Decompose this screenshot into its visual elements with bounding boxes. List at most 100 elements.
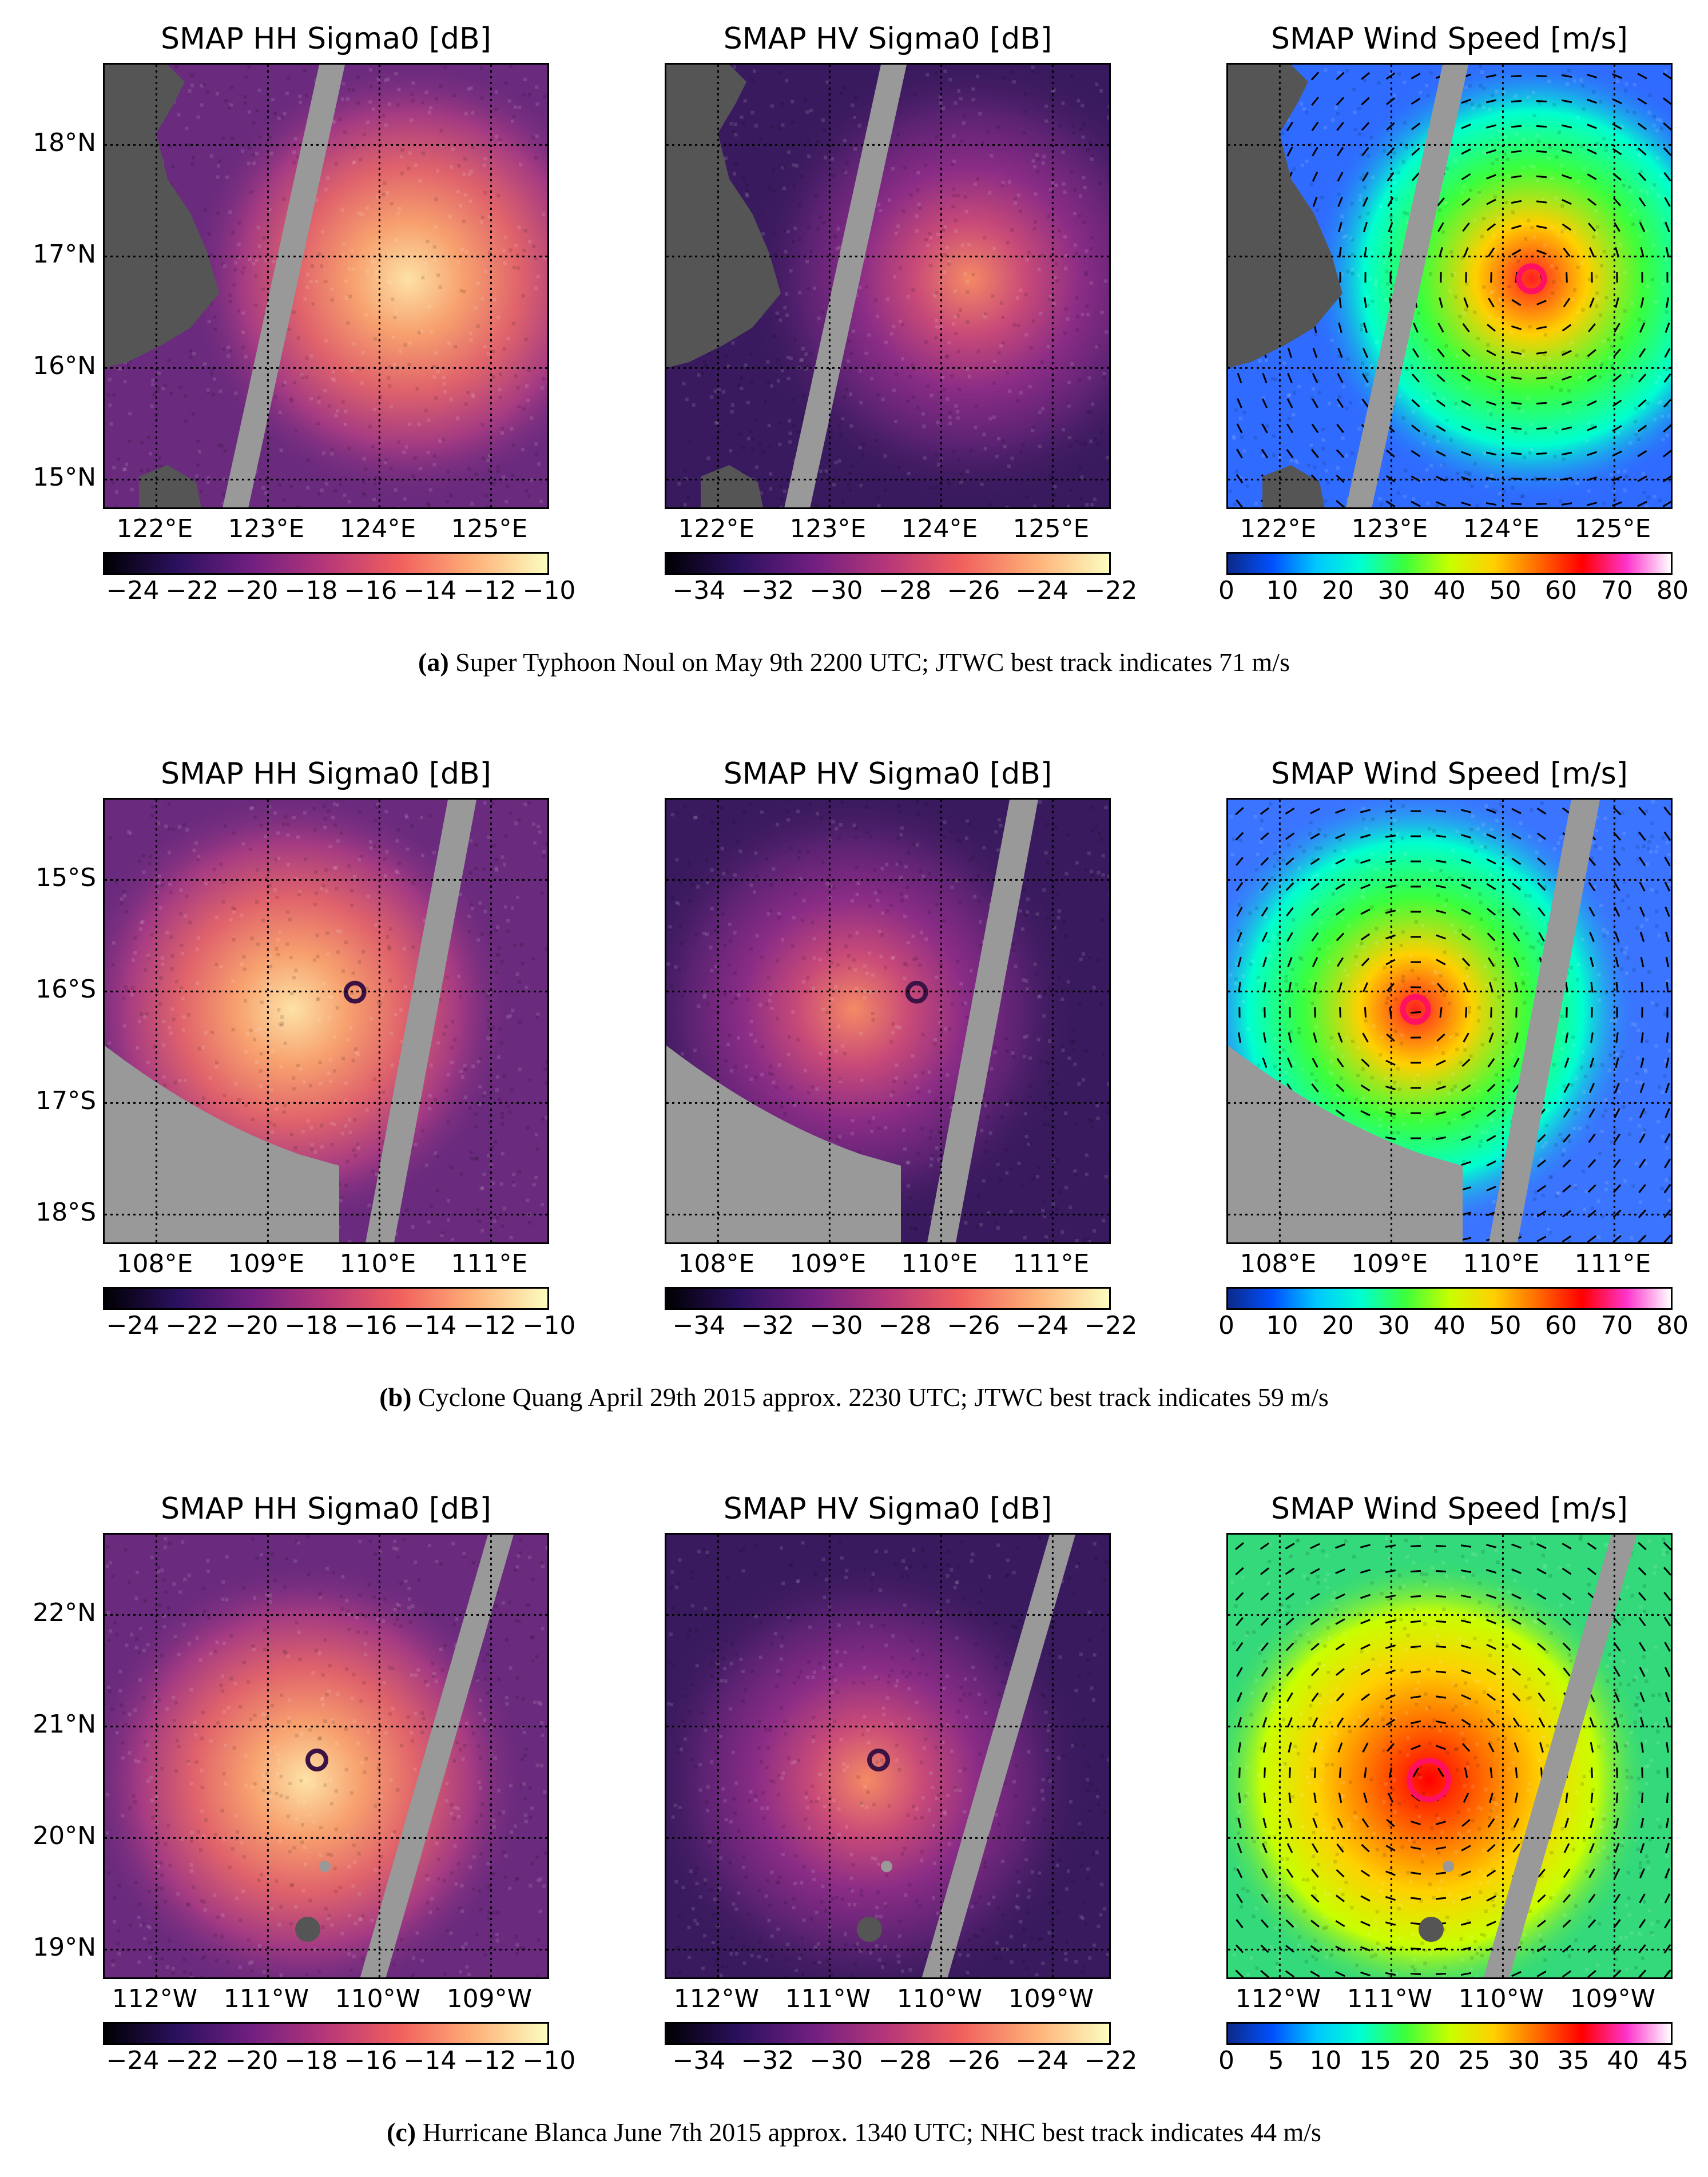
wind-vector xyxy=(1460,859,1472,864)
wind-vector xyxy=(1613,1133,1621,1143)
speckle xyxy=(1028,1095,1032,1099)
speckle xyxy=(1572,1043,1576,1047)
speckle xyxy=(919,869,923,873)
speckle xyxy=(915,956,919,960)
speckle xyxy=(374,819,378,823)
speckle xyxy=(825,80,829,84)
wind-vector xyxy=(1461,884,1471,889)
wind-vector xyxy=(1461,173,1471,181)
speckle xyxy=(1477,1144,1481,1148)
speckle xyxy=(1488,108,1492,112)
speckle xyxy=(1340,214,1344,219)
speckle xyxy=(956,313,960,317)
speckle xyxy=(268,805,272,809)
speckle xyxy=(1655,845,1659,849)
speckle xyxy=(1041,1209,1045,1213)
speckle xyxy=(1327,960,1331,964)
speckle xyxy=(410,118,414,122)
speckle xyxy=(749,1077,753,1081)
wind-vector xyxy=(1515,1007,1518,1018)
speckle xyxy=(971,273,975,277)
speckle xyxy=(1394,997,1398,1001)
speckle xyxy=(1482,106,1486,110)
wind-vector xyxy=(1261,882,1269,891)
wind-vector xyxy=(1462,223,1470,232)
speckle xyxy=(731,341,735,345)
speckle xyxy=(1560,204,1564,208)
land-island xyxy=(701,465,763,507)
speckle xyxy=(853,968,857,972)
speckle xyxy=(170,954,174,958)
speckle xyxy=(785,292,789,296)
speckle xyxy=(271,98,275,102)
speckle xyxy=(867,990,871,994)
speckle xyxy=(1582,1169,1586,1173)
speckle xyxy=(1094,437,1098,441)
speckle xyxy=(114,506,118,507)
speckle xyxy=(316,1100,320,1104)
speckle xyxy=(931,1154,935,1158)
speckle xyxy=(957,89,961,93)
speckle xyxy=(125,988,129,992)
speckle xyxy=(459,1172,463,1176)
wind-vector xyxy=(1590,982,1594,993)
speckle xyxy=(1396,1067,1400,1071)
speckle xyxy=(1035,972,1039,976)
speckle xyxy=(325,931,329,935)
speckle xyxy=(1375,927,1379,931)
speckle xyxy=(1506,157,1510,161)
speckle xyxy=(1429,71,1433,75)
speckle xyxy=(1459,1060,1463,1064)
wind-vector xyxy=(1537,1159,1546,1167)
speckle xyxy=(1547,1227,1551,1231)
wind-vector xyxy=(1461,400,1471,407)
speckle xyxy=(1664,69,1668,73)
speckle xyxy=(512,114,516,118)
speckle xyxy=(389,467,393,471)
speckle xyxy=(502,1074,506,1078)
speckle xyxy=(891,956,895,960)
speckle xyxy=(766,381,770,385)
speckle xyxy=(1081,104,1085,108)
speckle xyxy=(1064,1111,1068,1115)
speckle xyxy=(1317,990,1321,994)
speckle xyxy=(209,253,213,257)
speckle xyxy=(896,133,900,137)
speckle xyxy=(702,931,706,935)
wind-vector xyxy=(1563,1108,1571,1118)
speckle xyxy=(534,452,538,456)
speckle xyxy=(1646,284,1650,288)
speckle xyxy=(1572,79,1576,83)
colorbar-tick-label: −22 xyxy=(1084,1311,1138,1340)
speckle xyxy=(196,463,200,467)
wind-vector xyxy=(1338,982,1342,993)
speckle xyxy=(788,440,792,444)
speckle xyxy=(355,1051,359,1055)
speckle xyxy=(1624,475,1628,479)
speckle xyxy=(420,1129,424,1133)
speckle xyxy=(362,950,366,954)
speckle xyxy=(371,1170,375,1174)
speckle xyxy=(341,400,345,404)
speckle xyxy=(231,1028,235,1032)
speckle xyxy=(491,482,495,486)
speckle xyxy=(1336,466,1340,470)
speckle xyxy=(434,97,438,101)
lat-label: 15°N xyxy=(33,463,96,492)
speckle xyxy=(885,297,889,301)
speckle xyxy=(1437,208,1441,212)
speckle xyxy=(958,901,962,905)
speckle xyxy=(1377,1117,1381,1121)
speckle xyxy=(1239,416,1243,420)
wind-vector xyxy=(1338,221,1342,233)
speckle xyxy=(930,1214,934,1218)
speckle xyxy=(194,841,198,845)
speckle xyxy=(978,112,982,116)
speckle xyxy=(268,954,272,958)
speckle xyxy=(1006,241,1010,245)
speckle xyxy=(1027,1142,1031,1146)
speckle xyxy=(344,1183,348,1187)
wind-vector xyxy=(1287,347,1293,359)
speckle xyxy=(306,458,310,462)
speckle xyxy=(1359,176,1363,180)
